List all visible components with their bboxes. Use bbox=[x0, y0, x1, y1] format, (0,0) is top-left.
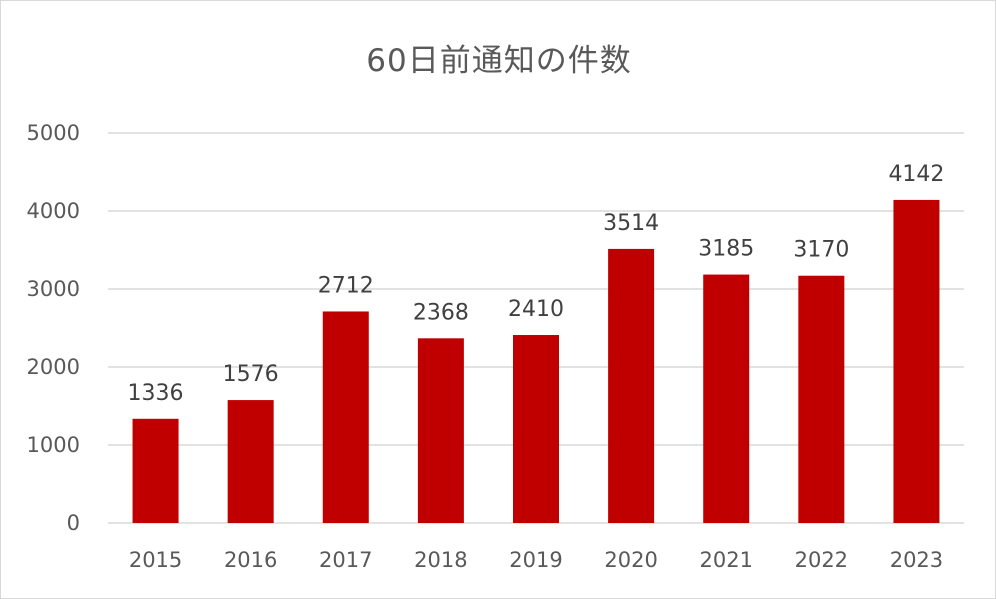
x-tick-label-2015: 2015 bbox=[129, 548, 182, 572]
y-tick-label: 0 bbox=[67, 511, 80, 535]
data-label-2020: 3514 bbox=[603, 211, 659, 236]
bar-2023 bbox=[893, 199, 940, 523]
x-tick-label-2021: 2021 bbox=[699, 548, 752, 572]
x-tick-label-2016: 2016 bbox=[224, 548, 277, 572]
y-tick-label: 1000 bbox=[27, 433, 80, 457]
bar-2019 bbox=[513, 335, 559, 523]
data-label-2015: 1336 bbox=[128, 381, 184, 406]
data-label-2021: 3185 bbox=[698, 237, 754, 262]
data-label-2016: 1576 bbox=[223, 362, 279, 387]
data-label-2023: 4142 bbox=[888, 162, 944, 187]
x-tick-label-2023: 2023 bbox=[890, 548, 943, 572]
chart-title: 60日前通知の件数 bbox=[366, 43, 632, 79]
y-tick-label: 5000 bbox=[27, 121, 80, 145]
y-tick-label: 3000 bbox=[27, 277, 80, 301]
data-label-2017: 2712 bbox=[318, 273, 374, 298]
y-tick-label: 2000 bbox=[27, 355, 80, 379]
bar-2016 bbox=[227, 400, 274, 523]
bar-2015 bbox=[132, 418, 179, 523]
bar-2018 bbox=[417, 338, 464, 523]
x-tick-label-2018: 2018 bbox=[414, 548, 467, 572]
bar-2021 bbox=[703, 274, 750, 523]
bar-2017 bbox=[322, 311, 369, 523]
y-tick-label: 4000 bbox=[27, 199, 80, 223]
x-tick-label-2019: 2019 bbox=[509, 548, 562, 572]
data-label-2019: 2410 bbox=[508, 297, 564, 322]
data-label-2022: 3170 bbox=[793, 238, 849, 263]
x-tick-label-2022: 2022 bbox=[795, 548, 848, 572]
bar-2022 bbox=[798, 275, 845, 523]
x-tick-label-2020: 2020 bbox=[604, 548, 657, 572]
data-label-2018: 2368 bbox=[413, 300, 469, 325]
bar-2020 bbox=[608, 248, 655, 523]
x-tick-label-2017: 2017 bbox=[319, 548, 372, 572]
